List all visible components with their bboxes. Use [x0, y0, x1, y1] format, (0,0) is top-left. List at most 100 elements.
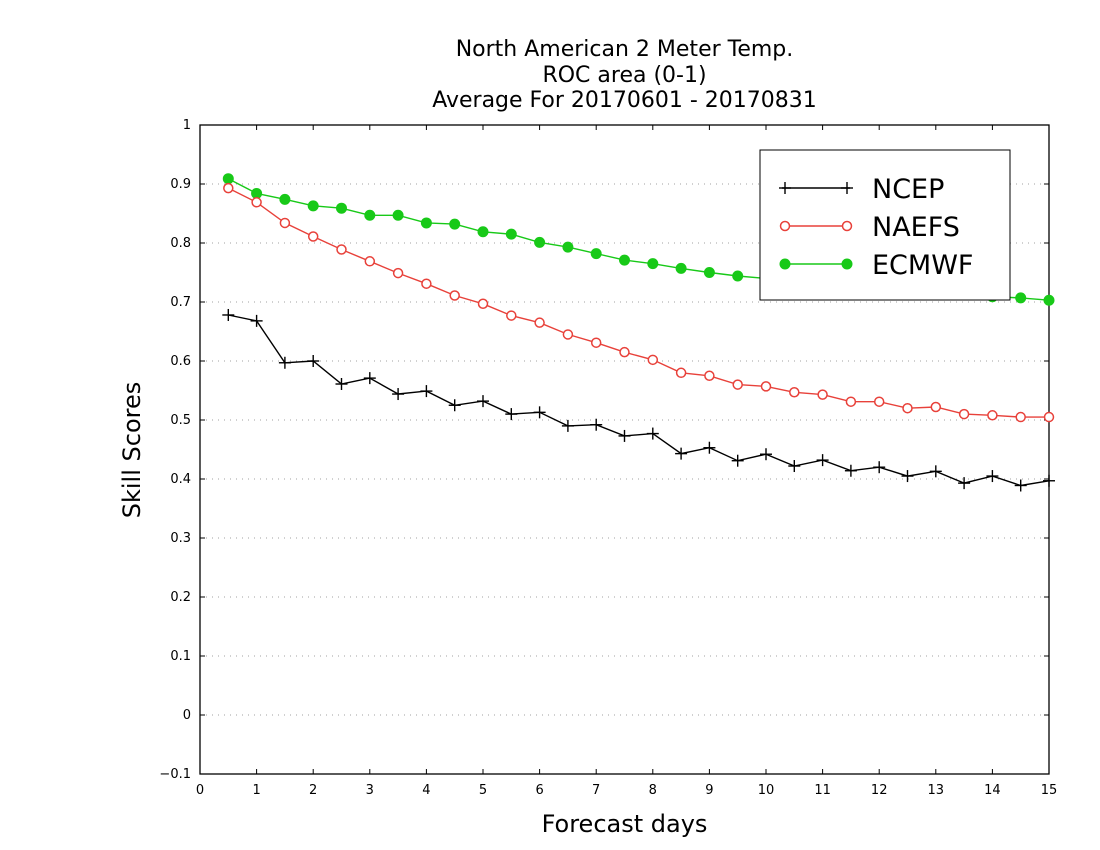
chart-title-line-3: Average For 20170601 - 20170831 [432, 88, 817, 113]
axis-ticks: −0.100.10.20.30.40.50.60.70.80.910 1 2 3 4 5 6… [159, 118, 1057, 798]
data-point-naefs [534, 317, 545, 328]
data-point-naefs [364, 256, 376, 267]
data-point-ecmwf [449, 218, 461, 230]
data-point-ncep [1014, 479, 1027, 492]
data-point-ecmwf [222, 173, 234, 185]
legend-marker-naefs [779, 220, 791, 232]
data-point-naefs [279, 217, 291, 229]
data-point-ecmwf [477, 226, 489, 238]
legend-label-ncep: NCEP [872, 174, 944, 205]
data-point-ncep [420, 385, 433, 398]
chart-title-line-2: ROC area (0-1) [542, 63, 707, 88]
data-point-ecmwf [590, 248, 602, 260]
data-point-ncep [250, 314, 263, 327]
data-point-ecmwf [619, 254, 630, 266]
data-point-ncep [646, 427, 659, 440]
y-tick-label: −0.1 [159, 767, 191, 782]
x-tick-label: 8 [649, 783, 657, 798]
data-point-naefs [647, 354, 659, 366]
data-point-naefs [987, 410, 998, 421]
y-tick-label: 0.5 [170, 413, 191, 428]
data-point-ncep [958, 477, 971, 490]
data-point-naefs [704, 370, 715, 381]
series-ncep [222, 308, 1055, 492]
data-point-ecmwf [732, 270, 744, 282]
y-tick-label: 0.2 [170, 590, 191, 605]
data-point-ncep [675, 447, 688, 460]
data-point-ncep [986, 470, 999, 483]
data-point-ncep [760, 448, 772, 461]
y-tick-label: 0.7 [170, 295, 191, 310]
data-point-naefs [506, 310, 517, 321]
data-point-naefs [675, 367, 687, 379]
legend-marker-ecmwf [841, 258, 853, 270]
data-point-naefs [477, 298, 489, 310]
data-point-ecmwf [336, 202, 347, 214]
x-tick-label: 0 [196, 783, 204, 798]
chart-title-line-1: North American 2 Meter Temp. [455, 37, 794, 62]
data-point-ecmwf [534, 236, 546, 248]
data-point-naefs [930, 401, 942, 413]
data-point-ncep [477, 395, 489, 408]
series-naefs [223, 182, 1055, 423]
x-tick-label: 4 [422, 783, 430, 798]
data-point-ecmwf [307, 200, 319, 212]
plot-frame [199, 124, 1050, 775]
y-tick-label: 0.1 [170, 649, 191, 664]
x-tick-label: 15 [1041, 783, 1058, 798]
data-point-naefs [732, 379, 743, 390]
data-point-ecmwf [251, 187, 263, 199]
data-point-naefs [1015, 411, 1026, 423]
y-tick-label: 0.3 [170, 531, 191, 546]
data-point-ncep [307, 355, 320, 367]
legend: NCEP NAEFS ECMWF [759, 149, 1011, 301]
data-point-ecmwf [647, 258, 659, 270]
y-tick-label: 0.4 [170, 472, 191, 487]
data-point-naefs [421, 278, 432, 289]
legend-marker-ncep [779, 182, 791, 194]
x-tick-label: 10 [758, 783, 775, 798]
x-tick-label: 5 [479, 783, 487, 798]
data-point-ecmwf [279, 193, 291, 205]
x-tick-label: 12 [871, 783, 888, 798]
data-point-naefs [789, 387, 800, 398]
y-axis-label: Skill Scores [118, 381, 146, 519]
data-point-naefs [1043, 411, 1055, 423]
data-point-naefs [817, 389, 828, 400]
data-point-naefs [307, 231, 319, 242]
x-tick-label: 6 [535, 783, 543, 798]
data-point-naefs [760, 381, 772, 392]
data-point-naefs [336, 244, 347, 255]
data-point-naefs [902, 402, 913, 414]
data-point-ncep [816, 454, 829, 467]
y-tick-label: 0.8 [170, 236, 191, 251]
data-point-naefs [590, 337, 602, 348]
data-point-naefs [845, 396, 857, 407]
x-tick-label: 2 [309, 783, 317, 798]
legend-marker-ecmwf [779, 258, 791, 270]
data-point-ecmwf [420, 217, 432, 229]
x-tick-label: 1 [252, 783, 260, 798]
y-tick-label: 0.9 [170, 177, 191, 192]
data-point-ecmwf [675, 262, 687, 274]
x-tick-label: 11 [814, 783, 831, 798]
data-point-ecmwf [703, 267, 715, 278]
data-point-naefs [619, 346, 630, 358]
x-tick-label: 3 [366, 783, 374, 798]
data-point-ncep [618, 429, 631, 442]
data-point-ncep [533, 406, 546, 419]
data-point-ncep [363, 372, 376, 385]
legend-label-ecmwf: ECMWF [872, 250, 973, 281]
legend-label-naefs: NAEFS [872, 212, 960, 243]
data-point-naefs [392, 267, 404, 279]
data-point-naefs [958, 408, 970, 420]
legend-marker-naefs [841, 220, 853, 232]
data-point-ncep [873, 461, 886, 474]
data-point-ecmwf [392, 209, 404, 221]
data-point-ncep [278, 356, 291, 369]
data-point-ecmwf [1015, 292, 1027, 304]
x-tick-label: 7 [592, 783, 600, 798]
data-point-naefs [251, 197, 262, 208]
y-tick-label: 0 [183, 708, 191, 723]
